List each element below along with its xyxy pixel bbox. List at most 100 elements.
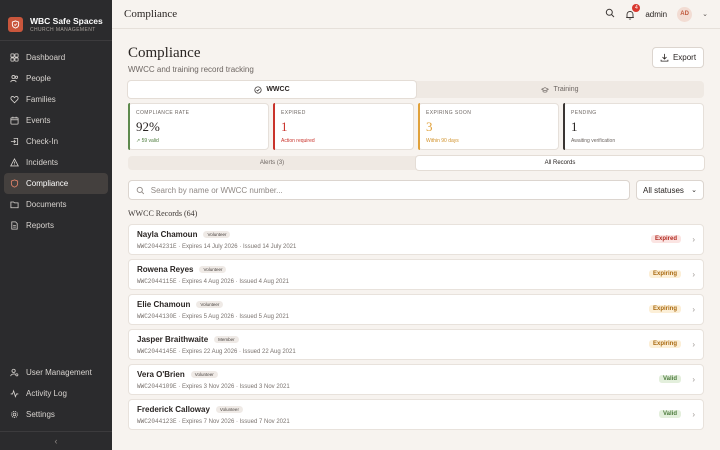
download-icon: [660, 53, 669, 62]
compliance-tabs: WWCC Training: [128, 81, 704, 98]
stat-value: 1: [281, 119, 288, 134]
record-details: · Expires 3 Nov 2026 · Issued 3 Nov 2021: [178, 384, 290, 390]
export-button[interactable]: Export: [652, 47, 704, 68]
shield-logo-icon: [8, 16, 23, 32]
wwcc-number: WWC2044231E: [137, 243, 177, 250]
main-nav: Dashboard People Families Events Check-I…: [0, 41, 112, 236]
page-title: Compliance: [128, 45, 201, 61]
stat-card-pending: PENDING 1 Awaiting verification: [563, 103, 704, 150]
nav-item-people[interactable]: People: [4, 68, 108, 89]
nav-item-settings[interactable]: Settings: [4, 404, 108, 425]
nav-label: Dashboard: [26, 53, 66, 62]
stats-row: COMPLIANCE RATE 92% ↗ 59 valid EXPIRED 1…: [128, 103, 704, 150]
record-name: Jasper Braithwaite: [137, 335, 209, 344]
chevron-down-icon[interactable]: ⌄: [702, 11, 708, 18]
chevron-right-icon: ›: [692, 375, 695, 384]
wwcc-number: WWC2044145E: [137, 348, 177, 355]
topbar: Compliance 4 admin AD ⌄: [112, 0, 720, 29]
nav-label: Documents: [26, 200, 67, 209]
record-view-tabs: Alerts (3) All Records: [128, 156, 704, 170]
role-badge: Volunteer: [190, 371, 218, 378]
records-heading: WWCC Records (64): [128, 209, 198, 218]
status-filter-select[interactable]: All statuses ⌄: [636, 180, 704, 200]
export-label: Export: [672, 53, 697, 62]
record-name: Vera O'Brien: [137, 370, 185, 379]
tab-label: Training: [553, 86, 579, 93]
nav-item-dashboard[interactable]: Dashboard: [4, 47, 108, 68]
activity-icon: [10, 389, 19, 398]
record-row[interactable]: Nayla Chamoun Volunteer WWC2044231E · Ex…: [128, 224, 704, 255]
nav-label: Incidents: [26, 158, 59, 167]
check-in-icon: [10, 137, 19, 146]
nav-item-families[interactable]: Families: [4, 89, 108, 110]
tab-wwcc[interactable]: WWCC: [128, 81, 416, 98]
record-row[interactable]: Vera O'Brien Volunteer WWC2044109E · Exp…: [128, 364, 704, 395]
gear-icon: [11, 411, 18, 418]
role-badge: Volunteer: [215, 406, 243, 413]
record-row[interactable]: Frederick Calloway Volunteer WWC2044123E…: [128, 399, 704, 430]
nav-label: Compliance: [26, 179, 69, 188]
page-subtitle: WWCC and training record tracking: [128, 65, 254, 74]
nav-item-reports[interactable]: Reports: [4, 215, 108, 236]
secondary-nav: User Management Activity Log Settings: [0, 362, 112, 425]
wwcc-number: WWC2044115E: [137, 278, 177, 285]
main-content: Compliance WWCC and training record trac…: [112, 29, 720, 450]
collapse-sidebar-button[interactable]: ‹: [0, 431, 112, 450]
brand-name: WBC Safe Spaces: [30, 15, 103, 26]
chevron-right-icon: ›: [692, 340, 695, 349]
wwcc-number: WWC2044109E: [137, 383, 177, 390]
search-input[interactable]: [150, 185, 622, 195]
record-row[interactable]: Jasper Braithwaite Member WWC2044145E · …: [128, 329, 704, 360]
search-icon[interactable]: [605, 7, 615, 21]
search-icon: [136, 186, 145, 194]
chevron-down-icon: ⌄: [691, 187, 697, 194]
trend-up-icon: ↗: [136, 138, 141, 144]
stat-label: EXPIRED: [281, 110, 306, 116]
record-name: Frederick Calloway: [137, 405, 210, 414]
heart-icon: [10, 96, 19, 104]
nav-item-activity-log[interactable]: Activity Log: [4, 383, 108, 404]
stat-note: 59 valid: [141, 138, 159, 144]
record-name: Nayla Chamoun: [137, 230, 198, 239]
stat-card-expired: EXPIRED 1 Action required: [273, 103, 414, 150]
nav-item-incidents[interactable]: Incidents: [4, 152, 108, 173]
nav-item-documents[interactable]: Documents: [4, 194, 108, 215]
report-icon: [11, 221, 18, 230]
avatar[interactable]: AD: [677, 6, 693, 22]
topbar-title: Compliance: [124, 8, 178, 20]
nav-item-compliance[interactable]: Compliance: [4, 173, 108, 194]
nav-item-check-in[interactable]: Check-In: [4, 131, 108, 152]
notifications-button[interactable]: 4: [625, 4, 641, 20]
sidebar: WBC Safe Spaces CHURCH MANAGEMENT Dashbo…: [0, 0, 112, 450]
record-details: · Expires 7 Nov 2026 · Issued 7 Nov 2021: [178, 419, 290, 425]
stat-label: COMPLIANCE RATE: [136, 110, 190, 116]
user-name[interactable]: admin: [645, 9, 668, 19]
wwcc-number: WWC2044123E: [137, 418, 177, 425]
status-filter-value: All statuses: [643, 185, 684, 195]
brand[interactable]: WBC Safe Spaces CHURCH MANAGEMENT: [0, 0, 112, 38]
record-name: Rowena Reyes: [137, 265, 194, 274]
nav-label: Families: [26, 95, 56, 104]
tab-all-records[interactable]: All Records: [416, 156, 704, 170]
record-row[interactable]: Rowena Reyes Volunteer WWC2044115E · Exp…: [128, 259, 704, 290]
tab-training[interactable]: Training: [416, 81, 704, 98]
status-badge: Expiring: [648, 340, 681, 348]
user-management-icon: [10, 368, 19, 377]
role-badge: Volunteer: [203, 231, 231, 238]
nav-label: Check-In: [26, 137, 59, 146]
records-list: Nayla Chamoun Volunteer WWC2044231E · Ex…: [128, 224, 704, 430]
stat-label: EXPIRING SOON: [426, 110, 472, 116]
chevron-left-icon: ‹: [54, 436, 58, 446]
search-box[interactable]: [128, 180, 630, 200]
calendar-icon: [10, 116, 19, 125]
nav-label: User Management: [26, 368, 92, 377]
stat-card-compliance-rate: COMPLIANCE RATE 92% ↗ 59 valid: [128, 103, 269, 150]
nav-label: Events: [26, 116, 51, 125]
graduation-cap-icon: [541, 86, 550, 93]
nav-item-user-management[interactable]: User Management: [4, 362, 108, 383]
tab-alerts[interactable]: Alerts (3): [259, 160, 285, 166]
nav-item-events[interactable]: Events: [4, 110, 108, 131]
record-row[interactable]: Elie Chamoun Volunteer WWC2044130E · Exp…: [128, 294, 704, 325]
stat-value: 1: [571, 119, 578, 134]
role-badge: Member: [214, 336, 239, 343]
